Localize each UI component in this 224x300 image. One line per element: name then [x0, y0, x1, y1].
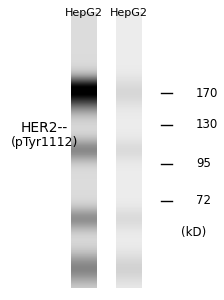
Text: 95: 95: [196, 157, 211, 170]
Text: 72: 72: [196, 194, 211, 208]
Text: HepG2: HepG2: [65, 8, 103, 18]
Text: HER2--: HER2--: [21, 121, 68, 134]
Text: 130: 130: [196, 118, 218, 131]
Text: 170: 170: [196, 86, 218, 100]
Text: (kD): (kD): [181, 226, 207, 239]
Text: HepG2: HepG2: [110, 8, 148, 18]
Text: (pTyr1112): (pTyr1112): [11, 136, 78, 149]
